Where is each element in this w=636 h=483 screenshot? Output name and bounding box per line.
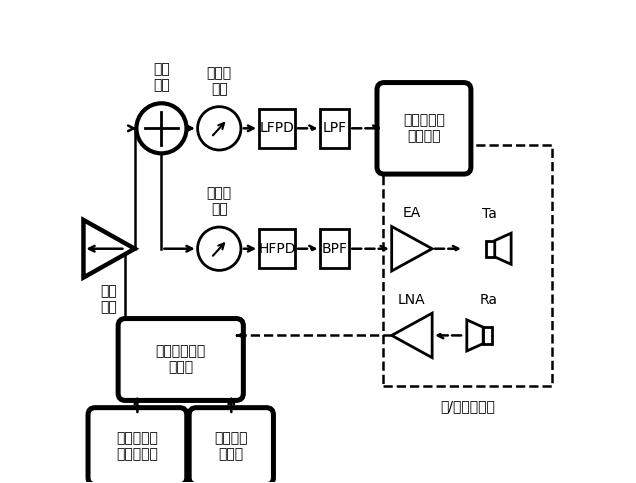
Text: 光放
大器: 光放 大器: [100, 284, 117, 314]
Text: 收/发天线单元: 收/发天线单元: [440, 399, 495, 413]
Text: 光频梳产
生模块: 光频梳产 生模块: [214, 431, 248, 461]
Bar: [259, 229, 295, 268]
Polygon shape: [83, 220, 135, 278]
Bar: [483, 327, 492, 343]
Text: 基带调制信
号产生模块: 基带调制信 号产生模块: [116, 431, 158, 461]
Text: 光耦
合器: 光耦 合器: [153, 62, 170, 93]
Text: LPF: LPF: [323, 121, 347, 135]
Text: Ta: Ta: [481, 207, 497, 221]
Text: 第二检
偏器: 第二检 偏器: [207, 66, 232, 96]
Text: LFPD: LFPD: [259, 121, 294, 135]
FancyBboxPatch shape: [377, 83, 471, 174]
Text: HFPD: HFPD: [258, 242, 296, 256]
Text: 信号采集与
处理模块: 信号采集与 处理模块: [403, 113, 445, 143]
Polygon shape: [392, 227, 432, 271]
Text: LNA: LNA: [398, 293, 425, 307]
FancyBboxPatch shape: [189, 408, 273, 483]
Text: EA: EA: [403, 206, 421, 220]
Text: Ra: Ra: [480, 294, 498, 308]
Bar: [486, 241, 495, 257]
FancyBboxPatch shape: [118, 319, 244, 400]
Circle shape: [137, 103, 186, 154]
Bar: [259, 109, 295, 148]
Circle shape: [198, 107, 241, 150]
Polygon shape: [467, 320, 483, 351]
Circle shape: [198, 227, 241, 270]
Polygon shape: [495, 233, 511, 264]
Bar: [383, 145, 551, 386]
Text: BPF: BPF: [322, 242, 348, 256]
Text: 第一检
偏器: 第一检 偏器: [207, 186, 232, 216]
Bar: [321, 229, 349, 268]
Text: 偏振复用电光
调制器: 偏振复用电光 调制器: [156, 344, 206, 375]
Bar: [321, 109, 349, 148]
Polygon shape: [392, 313, 432, 358]
FancyBboxPatch shape: [88, 408, 187, 483]
